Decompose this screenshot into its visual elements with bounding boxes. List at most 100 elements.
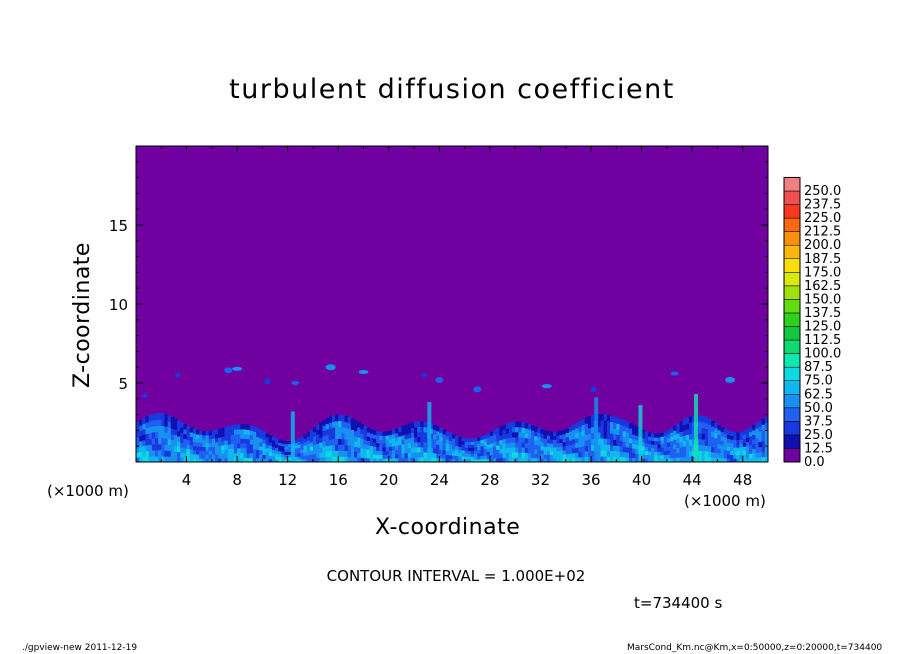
heatmap-cell bbox=[606, 414, 611, 422]
heatmap-cell bbox=[429, 428, 434, 434]
heatmap-cell bbox=[455, 439, 459, 443]
heatmap-cell bbox=[262, 442, 267, 448]
heatmap-cell bbox=[145, 433, 150, 440]
heatmap-cell bbox=[758, 456, 763, 462]
colorbar-label-0: 0.0 bbox=[804, 455, 825, 470]
heatmap-cell bbox=[391, 429, 396, 435]
heatmap-cell bbox=[259, 445, 263, 451]
heatmap-cell bbox=[758, 431, 763, 437]
heatmap-cell bbox=[521, 457, 526, 462]
heatmap-cell bbox=[736, 432, 741, 437]
heatmap-cell bbox=[218, 441, 222, 446]
heatmap-cell bbox=[625, 456, 630, 462]
heatmap-cell bbox=[578, 431, 583, 437]
heatmap-cell bbox=[578, 426, 583, 432]
heatmap-cell bbox=[151, 419, 156, 427]
heatmap-cell bbox=[208, 454, 213, 459]
heatmap-cell bbox=[666, 441, 671, 447]
heatmap-cell bbox=[331, 415, 336, 422]
heatmap-cell bbox=[429, 447, 434, 453]
heatmap-cell bbox=[148, 438, 153, 445]
heatmap-cell bbox=[328, 427, 333, 435]
heatmap-cell bbox=[720, 453, 725, 459]
heatmap-cell bbox=[464, 444, 469, 448]
heatmap-cell bbox=[363, 448, 368, 454]
heatmap-cell bbox=[417, 431, 421, 438]
heatmap-cell bbox=[294, 459, 298, 462]
heatmap-cell bbox=[335, 456, 339, 462]
heatmap-cell bbox=[739, 454, 744, 459]
heatmap-cell bbox=[508, 457, 513, 462]
colorbar-swatch-11 bbox=[783, 299, 801, 314]
heatmap-cell bbox=[749, 427, 753, 433]
heatmap-cell bbox=[546, 434, 551, 440]
heatmap-cell bbox=[151, 443, 156, 451]
heatmap-cell bbox=[423, 436, 428, 443]
heatmap-cell bbox=[565, 449, 570, 455]
heatmap-cell bbox=[284, 446, 289, 450]
heatmap-cell bbox=[616, 445, 621, 452]
heatmap-cell bbox=[458, 443, 463, 447]
heatmap-cell bbox=[420, 451, 425, 458]
heatmap-cell bbox=[581, 435, 586, 442]
heatmap-cell bbox=[218, 437, 222, 442]
colorbar-swatch-13 bbox=[783, 272, 801, 287]
heatmap-cell bbox=[524, 447, 529, 453]
heatmap-cell bbox=[647, 436, 652, 441]
heatmap-cell bbox=[328, 422, 333, 429]
heatmap-cell bbox=[404, 447, 409, 454]
heatmap-cell bbox=[300, 458, 305, 462]
heatmap-cell bbox=[420, 421, 425, 428]
heatmap-cell bbox=[515, 426, 519, 433]
heatmap-cell bbox=[357, 437, 361, 443]
heatmap-cell bbox=[733, 439, 737, 444]
heatmap-cell bbox=[136, 441, 140, 448]
heatmap-cell bbox=[606, 456, 611, 462]
heatmap-cell bbox=[202, 442, 207, 448]
heatmap-cell bbox=[350, 418, 355, 425]
heatmap-cell bbox=[622, 451, 627, 458]
heatmap-cell bbox=[480, 458, 485, 462]
heatmap-cell bbox=[215, 429, 219, 435]
heatmap-cell bbox=[300, 439, 305, 444]
heatmap-cell bbox=[752, 438, 756, 445]
heatmap-cell bbox=[205, 450, 210, 455]
colorbar-swatch-10 bbox=[783, 312, 801, 327]
x-tick-label-9: 40 bbox=[632, 471, 651, 489]
heatmap-cell bbox=[752, 434, 756, 440]
heatmap-cell bbox=[139, 440, 143, 447]
heatmap-cell bbox=[335, 414, 339, 422]
heatmap-cell bbox=[717, 438, 722, 445]
heatmap-cell bbox=[294, 453, 298, 458]
heatmap-cell bbox=[268, 445, 273, 450]
heatmap-cell bbox=[452, 437, 456, 443]
heatmap-cell bbox=[745, 449, 750, 455]
heatmap-cell bbox=[455, 435, 459, 440]
heatmap-cell bbox=[556, 431, 561, 436]
heatmap-cell bbox=[433, 429, 437, 435]
heatmap-cell bbox=[379, 454, 384, 459]
heatmap-cell bbox=[192, 457, 197, 462]
heatmap-cell bbox=[183, 452, 188, 458]
heatmap-cell bbox=[338, 438, 342, 445]
heatmap-cell bbox=[316, 433, 320, 440]
heatmap-cell bbox=[632, 438, 636, 444]
heatmap-cell bbox=[654, 433, 658, 438]
heatmap-cell bbox=[369, 429, 374, 434]
heatmap-cell bbox=[148, 444, 153, 451]
heatmap-cell bbox=[707, 429, 712, 436]
heatmap-cell bbox=[363, 434, 368, 441]
heatmap-cell bbox=[249, 443, 254, 449]
heatmap-cell bbox=[281, 448, 286, 452]
heatmap-cell bbox=[414, 441, 418, 448]
heatmap-cell bbox=[237, 447, 241, 454]
heatmap-cell bbox=[262, 431, 267, 436]
heatmap-cell bbox=[622, 446, 627, 453]
heatmap-cell bbox=[591, 444, 595, 451]
heatmap-cell bbox=[382, 450, 387, 455]
heatmap-cell bbox=[347, 433, 352, 441]
heatmap-cell bbox=[208, 434, 213, 440]
heatmap-cell bbox=[183, 447, 188, 454]
heatmap-cell bbox=[622, 456, 627, 462]
heatmap-cell bbox=[278, 447, 282, 452]
